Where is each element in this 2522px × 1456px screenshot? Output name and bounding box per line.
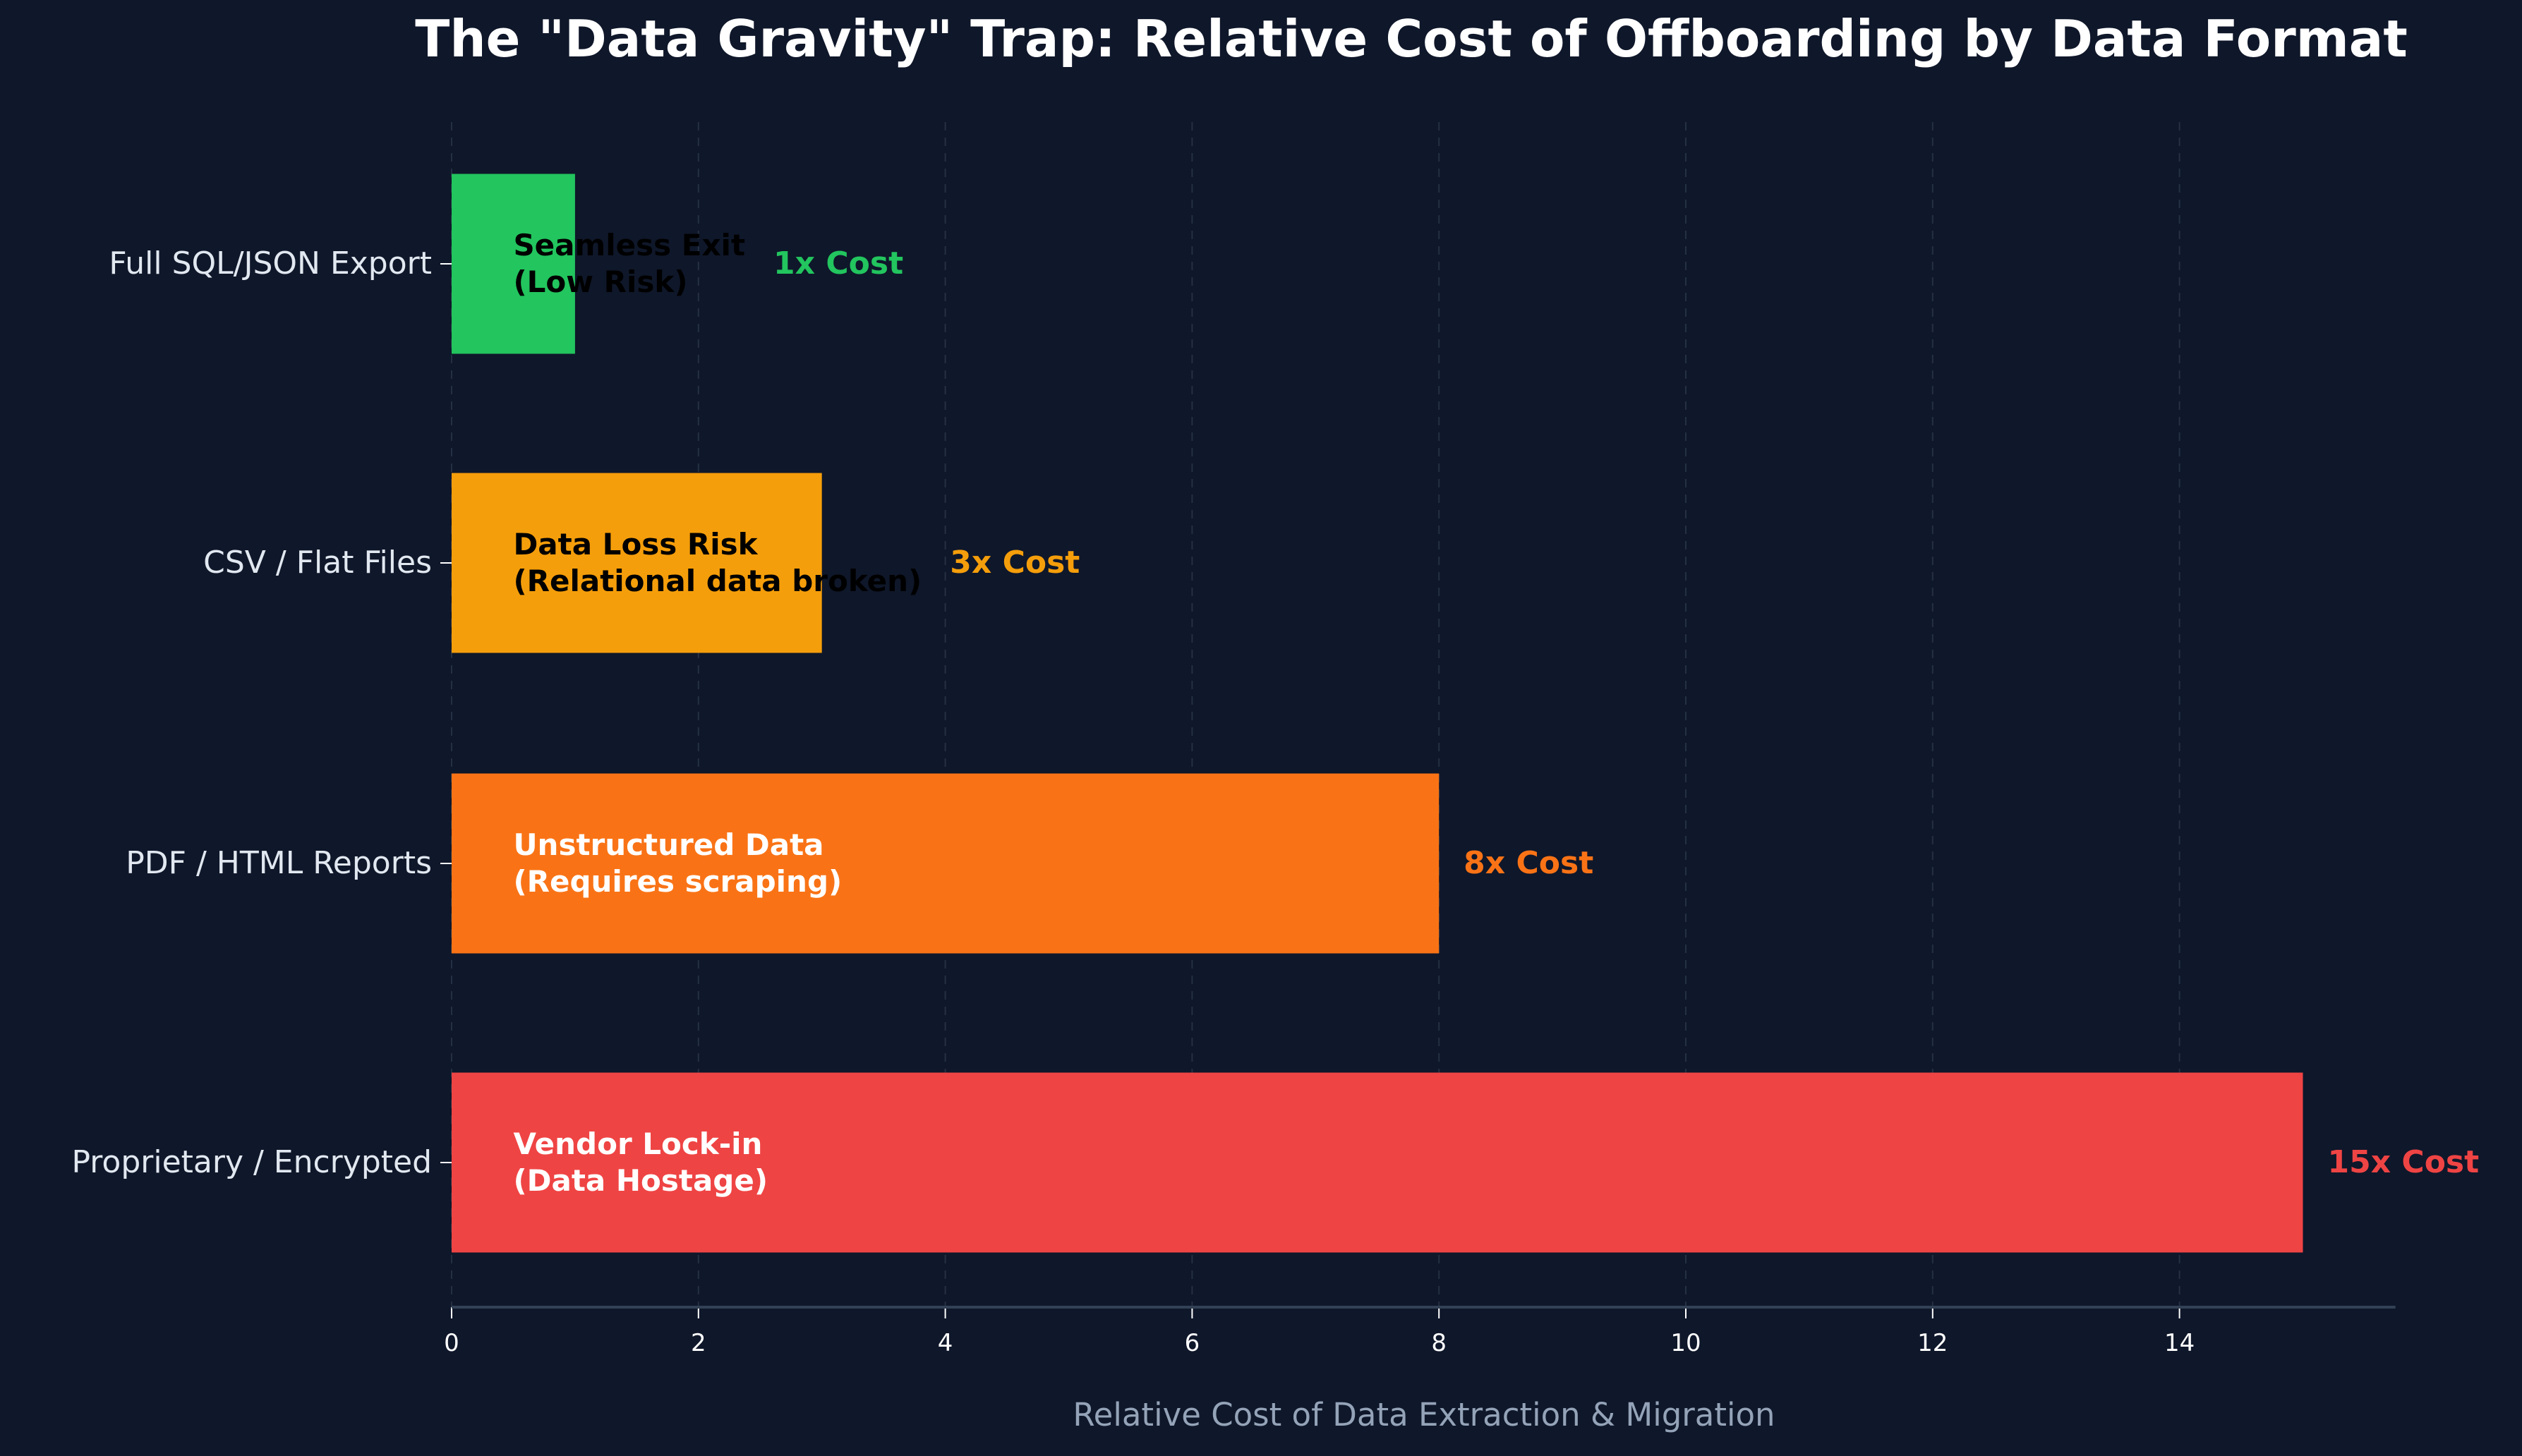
bar-annotation-line2: (Low Risk) [513, 265, 687, 299]
bar-annotation-line2: (Data Hostage) [513, 1163, 768, 1198]
bar-value-label: 1x Cost [773, 245, 903, 281]
axes: 0 2 4 6 8 10 12 14 Full SQL/JSON Export CSV / Fla… [72, 245, 2396, 1357]
x-tick-label: 10 [1670, 1329, 1701, 1357]
bar-value-label: 3x Cost [950, 545, 1080, 581]
y-tick-label: Proprietary / Encrypted [72, 1144, 432, 1180]
bar [452, 773, 1440, 954]
x-tick-label: 6 [1185, 1329, 1200, 1357]
x-tick-label: 8 [1431, 1329, 1447, 1357]
bar-annotation-line1: Data Loss Risk [513, 527, 758, 562]
bar [452, 473, 822, 653]
bar-annotation-line1: Unstructured Data [513, 827, 823, 862]
y-tick-label: PDF / HTML Reports [126, 845, 432, 881]
x-axis-label: Relative Cost of Data Extraction & Migra… [1073, 1396, 1775, 1433]
y-tick-label: Full SQL/JSON Export [109, 245, 432, 281]
x-tick-label: 12 [1917, 1329, 1948, 1357]
bar-value-label: 15x Cost [2327, 1144, 2479, 1180]
grid [451, 122, 2180, 1307]
bar-annotation-line1: Seamless Exit [513, 228, 745, 262]
x-tick-label: 2 [691, 1329, 706, 1357]
y-tick-label: CSV / Flat Files [203, 545, 432, 581]
bar-annotation-line2: (Relational data broken) [513, 564, 922, 598]
bar [452, 1072, 2303, 1253]
bar-annotation-line2: (Requires scraping) [513, 864, 842, 899]
chart-title: The "Data Gravity" Trap: Relative Cost o… [415, 9, 2408, 68]
x-tick-label: 14 [2164, 1329, 2195, 1357]
bars: Seamless Exit(Low Risk) 1x Cost Data Loss … [452, 174, 2479, 1253]
bar-value-label: 8x Cost [1464, 845, 1593, 881]
x-tick-label: 4 [938, 1329, 953, 1357]
bar [452, 174, 575, 354]
bar-annotation-line1: Vendor Lock-in [513, 1127, 762, 1161]
x-tick-label: 0 [444, 1329, 459, 1357]
